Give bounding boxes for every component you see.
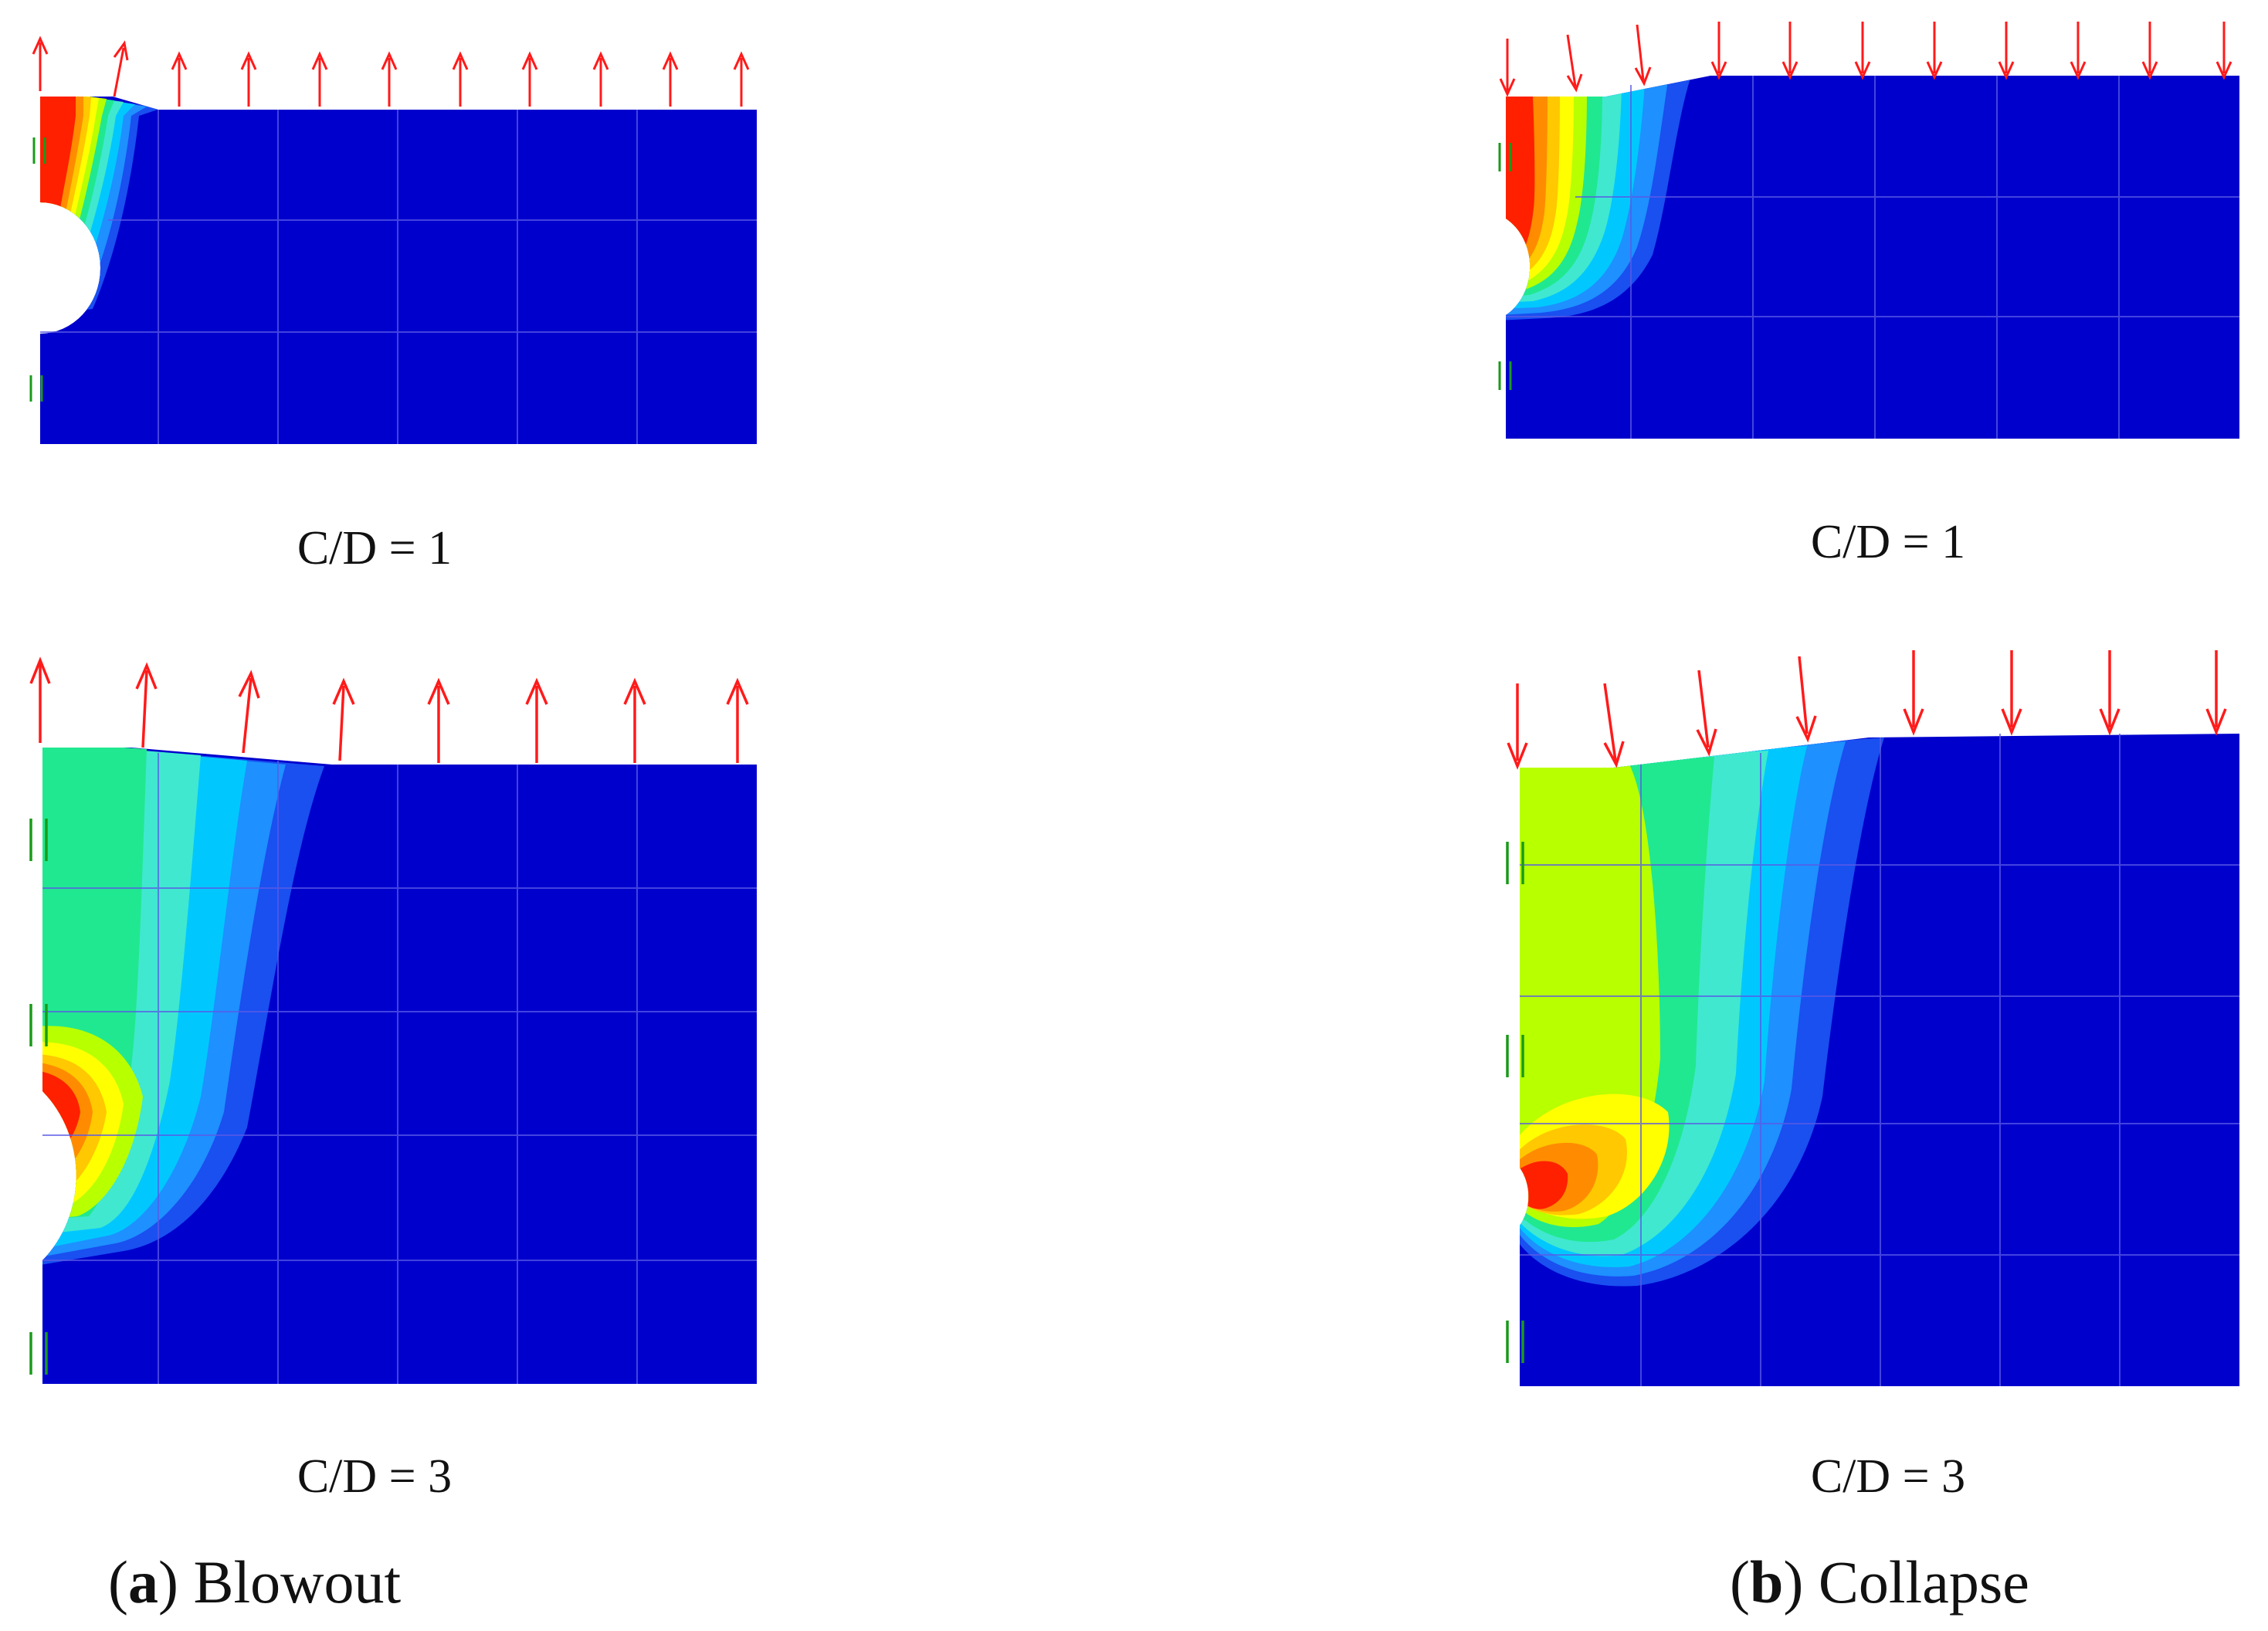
panel-a-case-1-load-arrows <box>32 36 750 107</box>
panel-a-case-1-label: C/D = 1 <box>297 522 452 575</box>
panel-b-case-1-load-arrows <box>1499 22 2232 97</box>
panel-a-case-1-plot <box>29 36 757 444</box>
panel-b-case-2-load-arrows <box>1507 650 2227 770</box>
panel-a-caption-letter: a <box>128 1548 158 1616</box>
panel-a-case-2-load-arrows <box>29 656 749 763</box>
panel-a-case-2-supports <box>29 819 48 1375</box>
panel-b-case-1-supports <box>1498 143 1512 390</box>
panel-b-case-2-supports <box>1506 842 1524 1363</box>
panel-a-case-2-plot <box>29 656 757 1384</box>
panel-b-case-1-plot <box>1498 22 2239 439</box>
panel-b-case-1-label: C/D = 1 <box>1811 516 1965 568</box>
panel-b-caption-text: Collapse <box>1819 1548 2029 1616</box>
panel-a-case-2-label: C/D = 3 <box>297 1450 452 1503</box>
panel-a-caption-text: Blowout <box>193 1548 401 1616</box>
panel-b-case-2-label: C/D = 3 <box>1811 1450 1965 1503</box>
panel-b-case-2-plot <box>1506 650 2239 1386</box>
panel-b-caption-letter: b <box>1750 1548 1783 1616</box>
panel-b-caption: (b) Collapse <box>1730 1548 2029 1616</box>
panel-a-case-1-supports <box>29 137 46 402</box>
panel-a-caption: (a) Blowout <box>108 1548 401 1616</box>
